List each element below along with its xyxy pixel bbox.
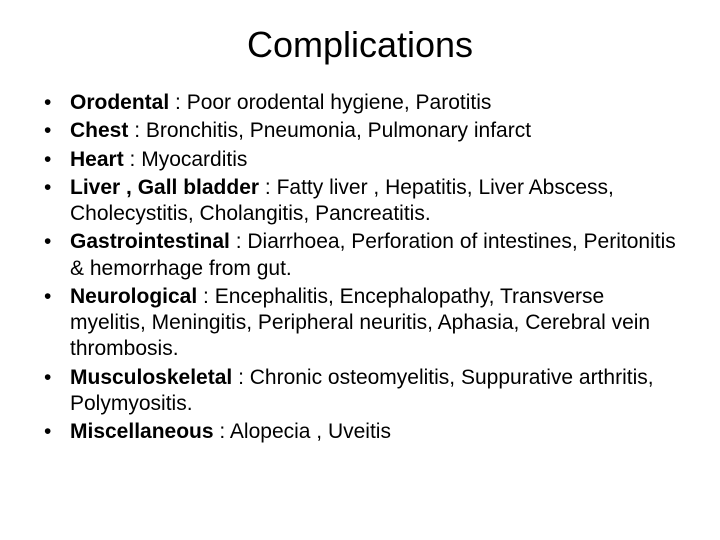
- list-item: Liver , Gall bladder : Fatty liver , Hep…: [40, 175, 680, 228]
- item-label: Miscellaneous: [70, 420, 214, 443]
- item-label: Chest: [70, 119, 128, 142]
- list-item: Heart : Myocarditis: [40, 147, 680, 173]
- item-desc: : Poor orodental hygiene, Parotitis: [169, 91, 491, 114]
- item-label: Orodental: [70, 91, 169, 114]
- item-label: Musculoskeletal: [70, 366, 232, 389]
- list-item: Gastrointestinal : Diarrhoea, Perforatio…: [40, 229, 680, 282]
- item-label: Heart: [70, 148, 124, 171]
- slide-title: Complications: [40, 24, 680, 66]
- item-desc: : Alopecia , Uveitis: [214, 420, 391, 443]
- list-item: Orodental : Poor orodental hygiene, Paro…: [40, 90, 680, 116]
- complications-list: Orodental : Poor orodental hygiene, Paro…: [40, 90, 680, 445]
- list-item: Musculoskeletal : Chronic osteomyelitis,…: [40, 365, 680, 418]
- item-desc: : Bronchitis, Pneumonia, Pulmonary infar…: [128, 119, 531, 142]
- item-label: Gastrointestinal: [70, 230, 230, 253]
- item-label: Neurological: [70, 285, 197, 308]
- item-desc: : Myocarditis: [124, 148, 248, 171]
- list-item: Neurological : Encephalitis, Encephalopa…: [40, 284, 680, 363]
- item-label: Liver , Gall bladder: [70, 176, 259, 199]
- list-item: Miscellaneous : Alopecia , Uveitis: [40, 419, 680, 445]
- list-item: Chest : Bronchitis, Pneumonia, Pulmonary…: [40, 118, 680, 144]
